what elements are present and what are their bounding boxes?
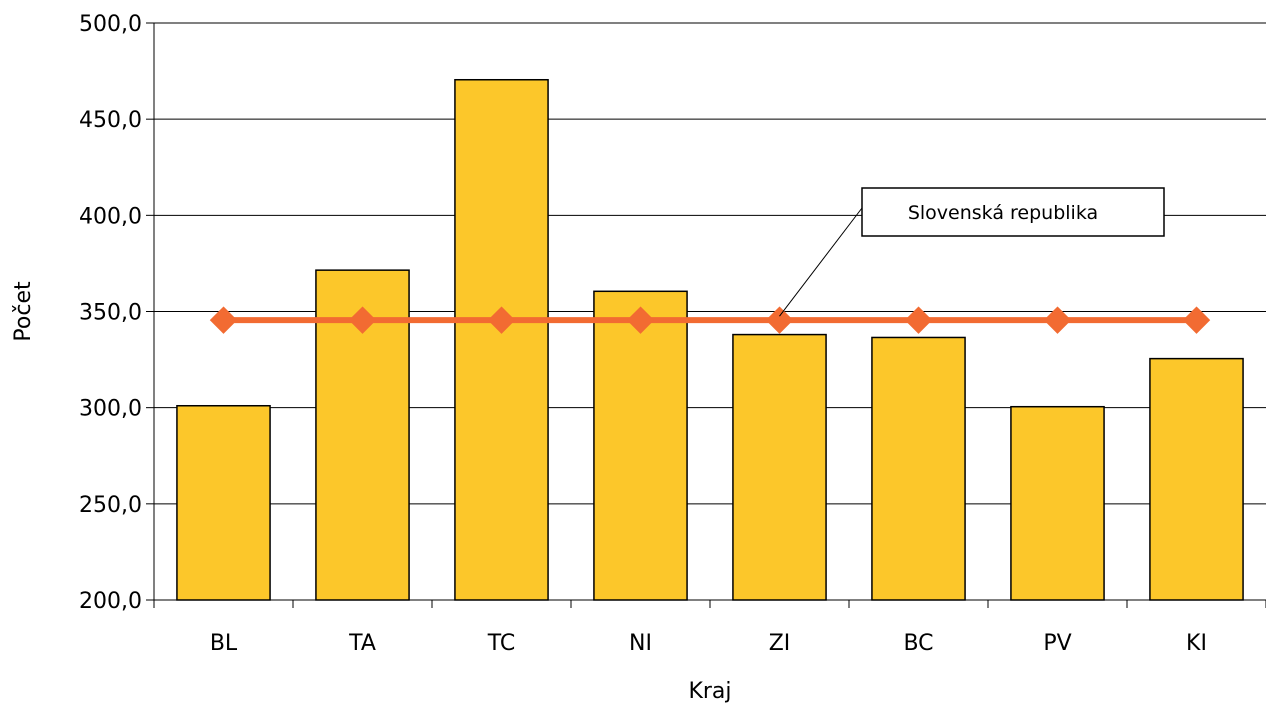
bar-ki bbox=[1149, 357, 1244, 601]
line-marker bbox=[904, 306, 933, 334]
bar-bl bbox=[176, 404, 271, 601]
bar-ni bbox=[593, 290, 688, 601]
y-tick-label: 350,0 bbox=[79, 301, 142, 326]
y-tick-label: 500,0 bbox=[79, 12, 142, 37]
line-marker bbox=[626, 306, 655, 334]
x-tick-label: TC bbox=[487, 631, 516, 656]
y-tick-label: 400,0 bbox=[79, 204, 142, 229]
y-tick-labels: 200,0 250,0 300,0 350,0 400,0 450,0 500,0 bbox=[79, 12, 142, 614]
x-tick-label: BC bbox=[903, 631, 933, 656]
y-tick-label: 250,0 bbox=[79, 493, 142, 518]
bar-bc bbox=[871, 336, 966, 601]
bar-series bbox=[176, 78, 1244, 601]
bar-pv bbox=[1010, 405, 1105, 601]
x-tick-label: ZI bbox=[769, 631, 791, 656]
line-series bbox=[209, 306, 1211, 334]
annotation-leader-line bbox=[779, 207, 863, 317]
line-marker bbox=[1182, 306, 1211, 334]
x-tick-label: KI bbox=[1186, 631, 1207, 656]
x-tick-label: NI bbox=[629, 631, 652, 656]
annotation-box bbox=[861, 187, 1165, 237]
line-marker bbox=[487, 306, 516, 334]
bar-zi bbox=[732, 333, 827, 601]
y-tick-label: 200,0 bbox=[79, 589, 142, 614]
x-axis-title: Kraj bbox=[688, 679, 731, 704]
line-marker bbox=[1043, 306, 1072, 334]
x-tick-labels: BL TA TC NI ZI BC PV KI bbox=[210, 631, 1207, 656]
y-tick-label: 450,0 bbox=[79, 108, 142, 133]
annotation-label: Slovenská republika bbox=[908, 202, 1098, 224]
x-tick-label: PV bbox=[1043, 631, 1071, 656]
x-tick-label: BL bbox=[210, 631, 238, 656]
line-marker bbox=[209, 306, 238, 334]
y-tick-label: 300,0 bbox=[79, 397, 142, 422]
x-tick-label: TA bbox=[348, 631, 376, 656]
axes bbox=[146, 22, 1266, 608]
line-annotation: Slovenská republika bbox=[779, 187, 1165, 317]
line-marker bbox=[348, 306, 377, 334]
line-marker bbox=[765, 306, 794, 334]
y-axis-title: Počet bbox=[11, 281, 36, 342]
bar-tc bbox=[454, 78, 549, 601]
